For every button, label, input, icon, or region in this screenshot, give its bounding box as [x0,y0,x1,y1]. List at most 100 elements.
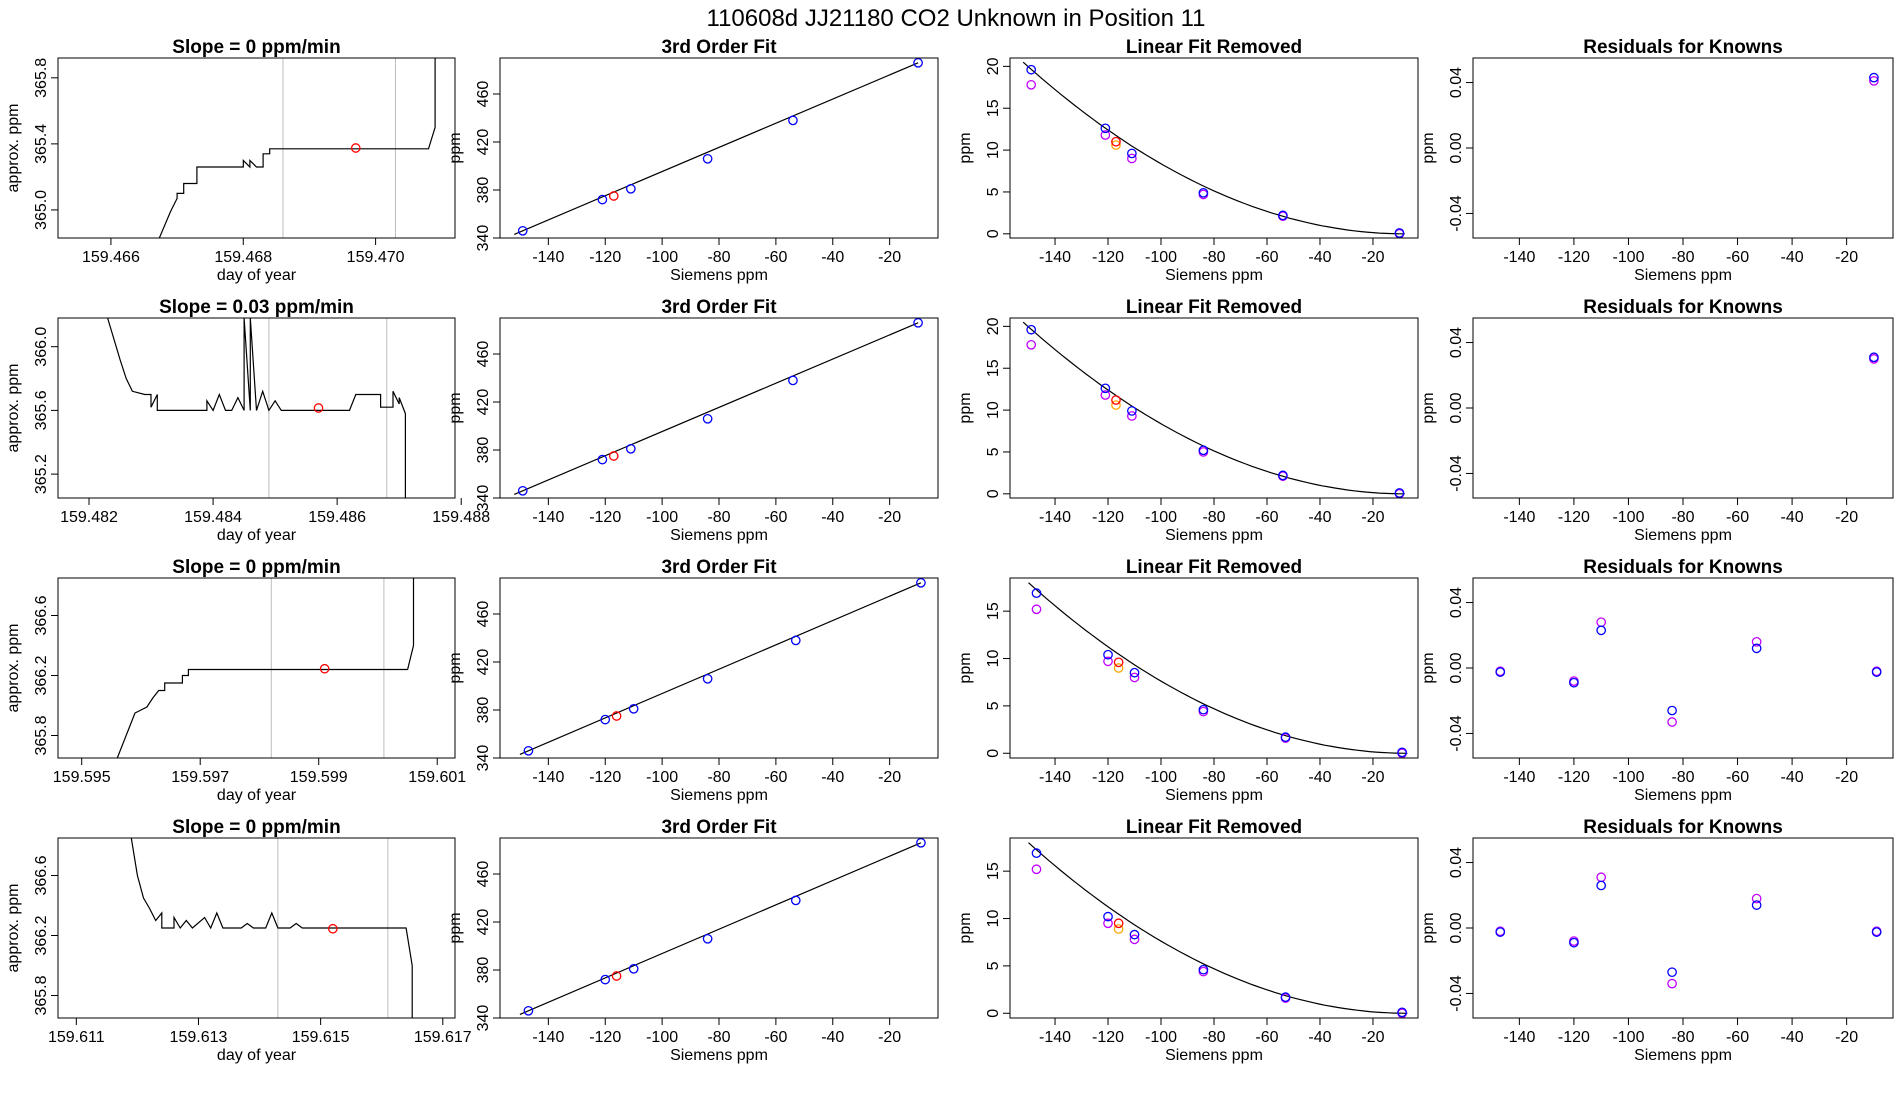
data-point [628,703,639,714]
data-point [1129,934,1140,945]
fit-line [519,842,922,1015]
x-tick-label: -20 [878,509,901,526]
x-tick-label: -20 [878,769,901,786]
x-tick-label: -20 [1361,769,1384,786]
plot-area [1028,842,1408,1018]
x-tick-label: -120 [1092,249,1124,266]
x-tick-label: -60 [764,249,787,266]
data-point [611,971,622,981]
series-line [107,318,406,498]
data-point [517,485,528,496]
x-tick-label: -40 [821,249,844,266]
x-tick-label: -100 [1612,769,1644,786]
data-point [788,115,798,126]
panel-title: 3rd Order Fit [661,37,777,58]
y-tick-label: 365.8 [33,715,50,755]
y-axis-label: ppm [957,652,974,683]
x-tick-label: -120 [1092,769,1124,786]
x-tick-label: 159.611 [48,1029,105,1046]
x-tick-label: -40 [821,1029,844,1046]
y-axis-label: ppm [1420,912,1437,943]
x-axis-label: Siemens ppm [1165,1047,1263,1064]
y-tick-label: 460 [475,341,492,368]
data-point [788,375,798,386]
x-tick-label: 159.599 [290,769,348,786]
x-tick-label: -100 [1145,249,1177,266]
plot-area [130,838,413,1018]
x-tick-label: -40 [1781,509,1804,526]
data-point [1869,352,1879,363]
data-point [1198,964,1209,975]
data-point [1103,656,1113,667]
data-point [327,923,338,934]
data-point [1103,649,1113,660]
data-point [1111,395,1121,405]
series-line [158,58,436,238]
x-tick-label: -80 [707,769,730,786]
x-tick-label: -140 [1503,1029,1535,1046]
x-axis-label: Siemens ppm [670,527,768,544]
x-tick-label: -140 [1039,769,1071,786]
data-point [1031,848,1042,859]
plot-frame [57,837,456,1019]
data-point [1569,677,1579,688]
x-axis-label: Siemens ppm [1165,787,1263,804]
data-point [1280,732,1291,743]
y-tick-label: 5 [985,961,1002,970]
x-tick-label: 159.466 [82,249,140,266]
x-tick-label: -80 [1671,769,1694,786]
x-tick-label: -140 [1503,769,1535,786]
data-point [1869,72,1879,83]
x-axis-label: day of year [217,787,297,804]
data-point [1667,978,1677,989]
data-point [1100,130,1111,140]
data-point [1667,967,1677,978]
x-tick-label: -40 [1781,1029,1804,1046]
y-tick-label: -0.04 [1448,455,1465,492]
y-tick-label: 365.8 [33,58,50,98]
x-axis-label: Siemens ppm [670,267,768,284]
x-tick-label: -20 [1361,1029,1384,1046]
data-point [611,711,622,721]
y-axis-label: ppm [957,132,974,163]
data-point [313,403,324,413]
panel-2-1: -140 -120 -100 -80 -60 -40 -20 340 380 420 460 3rd … [447,557,939,804]
y-axis-label: approx. ppm [5,884,22,973]
data-point [1113,663,1124,673]
panel-title: Residuals for Knowns [1583,37,1783,58]
x-tick-label: -60 [764,1029,787,1046]
panel-2-3: -140 -120 -100 -80 -60 -40 -20 -0.04 0.00 0.04 Res… [1420,557,1894,804]
data-point [1129,667,1140,678]
y-tick-label: 20 [985,57,1002,75]
x-tick-label: -100 [646,1029,678,1046]
data-point [913,58,923,68]
x-tick-label: -60 [1726,769,1749,786]
plot-area [513,318,923,496]
panel-3-3: -140 -120 -100 -80 -60 -40 -20 -0.04 0.00 0.04 Res… [1420,817,1894,1064]
x-tick-label: -100 [1612,509,1644,526]
x-tick-label: -100 [646,769,678,786]
x-tick-label: -20 [1835,249,1858,266]
x-tick-label: -140 [1503,249,1535,266]
panel-title: Slope = 0 ppm/min [172,557,340,578]
y-tick-label: 10 [985,141,1002,159]
panel-1-0: 159.482 159.484 159.486 159.488 365.2 365.6 36… [5,297,490,544]
data-point [1596,880,1607,891]
series-line [116,578,415,758]
y-tick-label: 5 [985,701,1002,710]
data-point [1751,643,1762,654]
x-tick-label: -140 [1039,249,1071,266]
data-point [1751,636,1762,647]
x-axis-label: day of year [217,527,297,544]
data-point [790,635,801,646]
y-axis-label: ppm [447,132,464,163]
data-point [1667,717,1677,727]
x-tick-label: -100 [1145,769,1177,786]
y-axis-label: ppm [957,392,974,423]
data-point [1280,992,1291,1003]
x-axis-label: Siemens ppm [1165,527,1263,544]
panel-0-1: -140 -120 -100 -80 -60 -40 -20 340 380 420 460 3rd … [447,37,939,284]
y-tick-label: 5 [985,447,1002,456]
y-tick-label: 420 [475,909,492,936]
x-tick-label: -20 [1835,769,1858,786]
